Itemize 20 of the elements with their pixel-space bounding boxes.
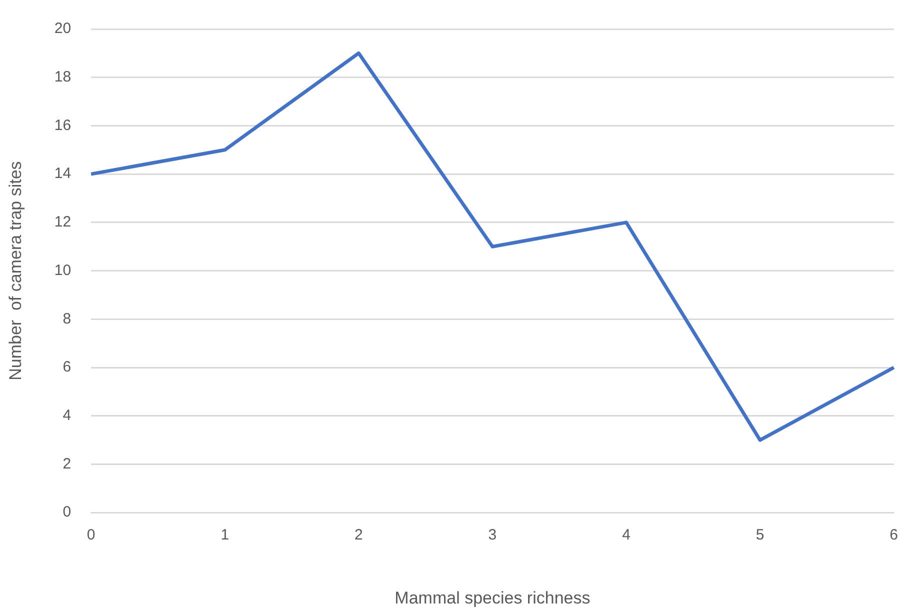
y-tick-label: 14	[54, 165, 72, 182]
x-tick-label: 6	[890, 526, 898, 544]
y-tick-label: 16	[54, 116, 72, 134]
y-tick-label: 0	[62, 504, 72, 521]
y-tick-label: 4	[62, 407, 72, 424]
x-tick-label: 1	[220, 526, 230, 544]
y-axis-title: Number of camera trap sites	[6, 161, 25, 380]
y-tick-label: 8	[62, 310, 72, 328]
x-tick-label: 4	[622, 526, 630, 544]
x-tick-label: 3	[488, 526, 497, 544]
y-tick-label: 20	[54, 20, 72, 38]
y-tick-label: 2	[62, 455, 72, 472]
y-tick-label: 10	[54, 262, 72, 279]
y-tick-label: 12	[54, 214, 72, 231]
y-tick-label: 18	[54, 68, 72, 86]
y-tick-label: 6	[62, 358, 72, 376]
x-tick-label: 0	[86, 526, 96, 544]
x-tick-label: 2	[354, 526, 363, 544]
x-tick-label: 5	[756, 526, 764, 544]
x-axis-title: Mammal species richness	[394, 588, 590, 608]
